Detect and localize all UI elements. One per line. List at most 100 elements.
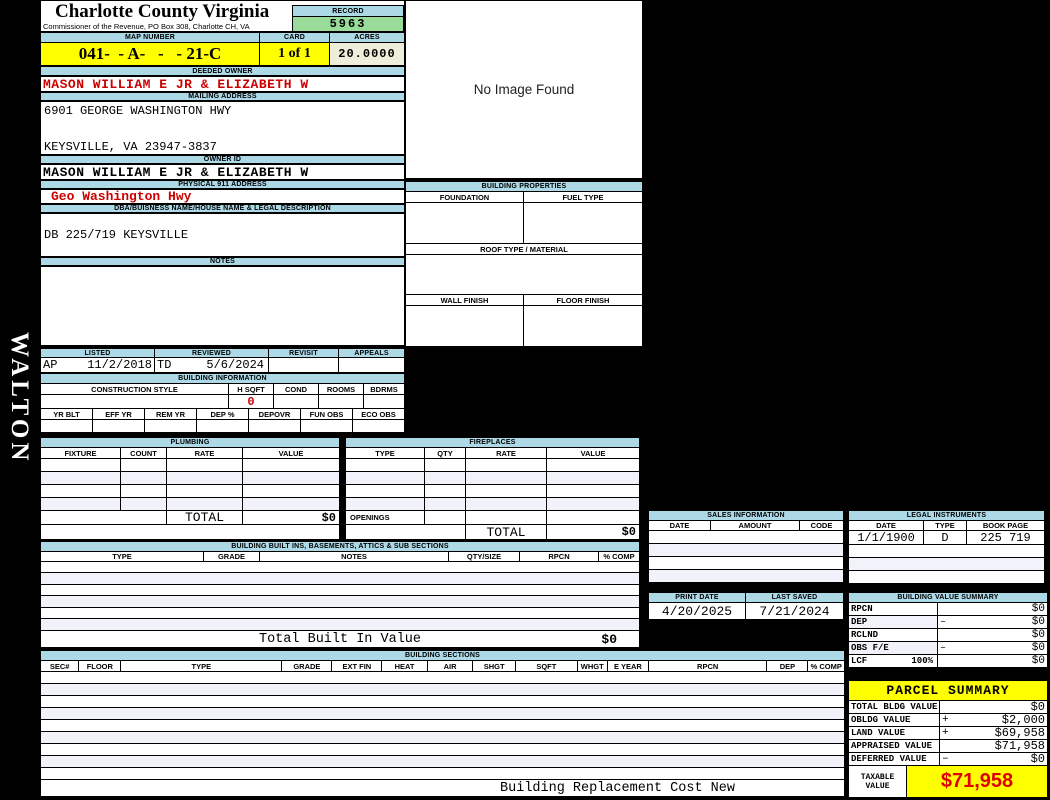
col-fun-obs: FUN OBS — [301, 409, 352, 419]
county-header-box: Charlotte County Virginia Commissioner o… — [40, 0, 405, 32]
ps-op: – — [942, 753, 949, 765]
reviewed-date: 5/6/2024 — [206, 358, 264, 372]
taxable-value: $71,958 — [907, 766, 1047, 797]
taxable-value-label: TAXABLE VALUE — [849, 766, 906, 797]
fireplaces-title: FIREPLACES — [346, 438, 639, 447]
card-label: CARD — [260, 33, 329, 42]
built-ins-total-label: Total Built In Value — [258, 631, 422, 647]
legal-col-date: DATE — [849, 521, 923, 530]
bs-col-sec: SEC# — [41, 661, 79, 671]
fuel-type-value — [524, 203, 642, 243]
last-saved-label: LAST SAVED — [746, 593, 843, 602]
mailing-address-box: 6901 GEORGE WASHINGTON HWY KEYSVILLE, VA… — [40, 101, 405, 155]
bs-col-sqft: SQFT — [516, 661, 577, 671]
listed-label: LISTED — [41, 349, 154, 357]
fuel-type-label: FUEL TYPE — [524, 192, 642, 202]
bvs-value-cell: $0 — [938, 655, 1047, 667]
legal-instruments-table: LEGAL INSTRUMENTS DATE TYPE BOOK PAGE 1/… — [848, 510, 1045, 584]
bvs-value: $0 — [1031, 655, 1045, 667]
parcel-summary-title: PARCEL SUMMARY — [849, 681, 1047, 700]
listed-date: 11/2/2018 — [87, 358, 152, 372]
reviewed-cell: TD 5/6/2024 — [155, 358, 268, 372]
acres-value: 20.0000 — [330, 43, 404, 65]
sales-col-code: CODE — [800, 521, 843, 530]
notes-header: NOTES — [40, 257, 405, 266]
owner-id-header: OWNER ID — [40, 155, 405, 164]
bs-col-shgt: SHGT — [473, 661, 516, 671]
physical-address-value: Geo Washington Hwy — [40, 189, 405, 204]
parcel-summary-table: PARCEL SUMMARY TOTAL BLDG VALUE $0 OBLDG… — [848, 680, 1048, 798]
foundation-label: FOUNDATION — [406, 192, 523, 202]
bvs-op: – — [940, 642, 947, 654]
sales-information-table: SALES INFORMATION DATE AMOUNT CODE — [648, 510, 844, 583]
bvs-label: DEP — [849, 616, 937, 628]
col-cond: COND — [274, 384, 318, 394]
plumbing-total-value: $0 — [243, 511, 339, 525]
ps-label: LAND VALUE — [849, 727, 939, 739]
fireplaces-col-qty: QTY — [425, 448, 465, 458]
col-dep-pct: DEP % — [197, 409, 248, 419]
bs-col-dep: DEP — [767, 661, 808, 671]
col-eff-yr: EFF YR — [93, 409, 144, 419]
ps-label: APPRAISED VALUE — [849, 740, 939, 752]
fireplaces-openings-label: OPENINGS — [346, 511, 424, 524]
col-rem-yr: REM YR — [145, 409, 196, 419]
col-construction-style: CONSTRUCTION STYLE — [41, 384, 228, 394]
record-label: RECORD — [293, 6, 403, 16]
revisit-cell — [269, 358, 338, 372]
ps-label: DEFERRED VALUE — [849, 753, 939, 765]
fireplaces-total-value: $0 — [547, 525, 639, 539]
ps-label: TOTAL BLDG VALUE — [849, 701, 939, 713]
bs-col-heat: HEAT — [382, 661, 427, 671]
ps-value: $0 — [1030, 752, 1045, 766]
map-number-table: MAP NUMBER CARD ACRES 041- - A- - - 21-C… — [40, 32, 405, 66]
bs-col-ext-fin: EXT FIN — [332, 661, 382, 671]
fireplaces-total-label: TOTAL — [466, 525, 546, 540]
bs-col-rpcn: RPCN — [648, 661, 767, 671]
dba-header: DBA/BUISNESS NAME/HOUSE NAME & LEGAL DES… — [40, 204, 405, 213]
fireplaces-col-type: TYPE — [346, 448, 424, 458]
building-sections-title: BUILDING SECTIONS — [41, 651, 844, 660]
building-information-title: BUILDING INFORMATION — [41, 374, 404, 383]
ps-label: OBLDG VALUE — [849, 714, 939, 726]
sales-col-date: DATE — [649, 521, 710, 530]
appeals-label: APPEALS — [339, 349, 404, 357]
col-rooms: ROOMS — [319, 384, 363, 394]
deeded-owner-header: DEEDED OWNER — [40, 66, 405, 76]
legal-description-box: DB 225/719 KEYSVILLE — [40, 213, 405, 257]
ps-value-cell: $0 — [940, 700, 1047, 714]
plumbing-col-fixture: FIXTURE — [41, 448, 120, 458]
county-subtitle: Commissioner of the Revenue, PO Box 308,… — [43, 22, 250, 31]
bs-col-grade: GRADE — [282, 661, 332, 671]
listed-by: AP — [43, 358, 58, 372]
bvs-value: $0 — [1031, 603, 1045, 615]
mailing-address-line2: KEYSVILLE, VA 23947-3837 — [44, 140, 217, 154]
ps-value: $0 — [1030, 700, 1045, 714]
revisit-label: REVISIT — [269, 349, 338, 357]
bvs-label: RPCN — [849, 603, 937, 615]
map-number-value: 041- - A- - - 21-C — [41, 43, 259, 65]
legal-col-book-page: BOOK PAGE — [967, 521, 1044, 530]
no-image-text: No Image Found — [473, 82, 575, 97]
bs-col-type: TYPE — [121, 661, 282, 671]
ps-op: + — [942, 727, 949, 739]
sales-col-amount: AMOUNT — [711, 521, 799, 530]
reviewed-label: REVIEWED — [155, 349, 268, 357]
ps-value: $71,958 — [994, 739, 1045, 753]
fireplaces-table: FIREPLACES TYPE QTY RATE VALUE OPENINGS … — [345, 437, 640, 540]
appeals-cell — [339, 358, 404, 372]
review-table: LISTED REVIEWED REVISIT APPEALS AP 11/2/2… — [40, 348, 405, 373]
built-ins-col-qty-size: QTY/SIZE — [449, 552, 519, 561]
floor-finish-value — [524, 306, 642, 346]
roof-label: ROOF TYPE / MATERIAL — [406, 244, 642, 254]
mailing-address-header: MAILING ADDRESS — [40, 92, 405, 101]
built-ins-total-value: $0 — [601, 631, 617, 647]
foundation-value — [406, 203, 523, 243]
card-value: 1 of 1 — [260, 43, 329, 65]
ps-value-cell: – $0 — [940, 752, 1047, 766]
record-value: 5963 — [293, 17, 403, 31]
legal-instruments-title: LEGAL INSTRUMENTS — [849, 511, 1044, 520]
county-title: Charlotte County Virginia — [55, 1, 270, 22]
bvs-value: $0 — [1031, 629, 1045, 641]
